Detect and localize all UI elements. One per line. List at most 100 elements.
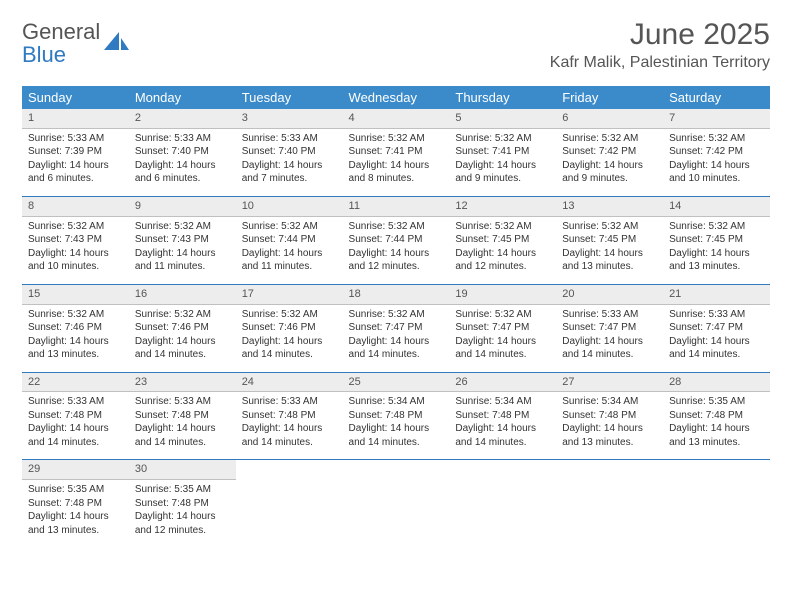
calendar-cell: 5Sunrise: 5:32 AMSunset: 7:41 PMDaylight… <box>449 109 556 196</box>
title-block: June 2025 Kafr Malik, Palestinian Territ… <box>550 18 770 72</box>
day-number: 2 <box>129 109 236 129</box>
sunset-line: Sunset: 7:47 PM <box>562 321 657 335</box>
calendar-cell: 25Sunrise: 5:34 AMSunset: 7:48 PMDayligh… <box>343 372 450 460</box>
sunrise-line: Sunrise: 5:34 AM <box>455 395 550 409</box>
sunset-line: Sunset: 7:41 PM <box>349 145 444 159</box>
daylight-line: Daylight: 14 hours and 14 minutes. <box>349 335 444 362</box>
day-body: Sunrise: 5:32 AMSunset: 7:42 PMDaylight:… <box>663 129 770 196</box>
sunset-line: Sunset: 7:46 PM <box>135 321 230 335</box>
weekday-header: Tuesday <box>236 86 343 109</box>
sunrise-line: Sunrise: 5:33 AM <box>562 308 657 322</box>
sunrise-line: Sunrise: 5:32 AM <box>135 308 230 322</box>
daylight-line: Daylight: 14 hours and 11 minutes. <box>242 247 337 274</box>
daylight-line: Daylight: 14 hours and 13 minutes. <box>669 247 764 274</box>
day-body: Sunrise: 5:33 AMSunset: 7:48 PMDaylight:… <box>129 392 236 459</box>
sunset-line: Sunset: 7:48 PM <box>562 409 657 423</box>
calendar-cell: 27Sunrise: 5:34 AMSunset: 7:48 PMDayligh… <box>556 372 663 460</box>
calendar-cell: 14Sunrise: 5:32 AMSunset: 7:45 PMDayligh… <box>663 196 770 284</box>
calendar-cell: 18Sunrise: 5:32 AMSunset: 7:47 PMDayligh… <box>343 284 450 372</box>
daylight-line: Daylight: 14 hours and 13 minutes. <box>28 510 123 537</box>
calendar-cell: 6Sunrise: 5:32 AMSunset: 7:42 PMDaylight… <box>556 109 663 196</box>
day-number: 8 <box>22 197 129 217</box>
calendar-week-row: 15Sunrise: 5:32 AMSunset: 7:46 PMDayligh… <box>22 284 770 372</box>
page-header: General Blue June 2025 Kafr Malik, Pales… <box>22 18 770 72</box>
sunrise-line: Sunrise: 5:32 AM <box>242 220 337 234</box>
calendar-cell: 13Sunrise: 5:32 AMSunset: 7:45 PMDayligh… <box>556 196 663 284</box>
daylight-line: Daylight: 14 hours and 14 minutes. <box>455 335 550 362</box>
daylight-line: Daylight: 14 hours and 14 minutes. <box>242 422 337 449</box>
calendar-week-row: 8 Sunrise: 5:32 AM Sunset: 7:43 PM Daylight… <box>22 196 770 284</box>
calendar-cell: 30Sunrise: 5:35 AMSunset: 7:48 PMDayligh… <box>129 460 236 547</box>
sunset-line: Sunset: 7:44 PM <box>242 233 337 247</box>
calendar-week-row: 1Sunrise: 5:33 AMSunset: 7:39 PMDaylight… <box>22 109 770 196</box>
day-body: Sunrise: 5:32 AMSunset: 7:41 PMDaylight:… <box>449 129 556 196</box>
day-number: 20 <box>556 285 663 305</box>
calendar-cell: 28Sunrise: 5:35 AMSunset: 7:48 PMDayligh… <box>663 372 770 460</box>
day-number: 16 <box>129 285 236 305</box>
sunset-line: Sunset: 7:48 PM <box>135 409 230 423</box>
calendar-cell: 10Sunrise: 5:32 AMSunset: 7:44 PMDayligh… <box>236 196 343 284</box>
daylight-line: Daylight: 14 hours and 14 minutes. <box>242 335 337 362</box>
daylight-line: Daylight: 14 hours and 14 minutes. <box>28 422 123 449</box>
sunrise-line: Sunrise: 5:32 AM <box>455 220 550 234</box>
daylight-line: Daylight: 14 hours and 13 minutes. <box>28 335 123 362</box>
logo-word-2: Blue <box>22 42 66 67</box>
day-body: Sunrise: 5:34 AMSunset: 7:48 PMDaylight:… <box>556 392 663 459</box>
day-body: Sunrise: 5:35 AMSunset: 7:48 PMDaylight:… <box>129 480 236 547</box>
logo-sail-icon <box>104 30 130 59</box>
daylight-line: Daylight: 14 hours and 14 minutes. <box>669 335 764 362</box>
day-body: Sunrise: 5:33 AMSunset: 7:39 PMDaylight:… <box>22 129 129 196</box>
sunset-line: Sunset: 7:40 PM <box>135 145 230 159</box>
sunset-line: Sunset: 7:45 PM <box>669 233 764 247</box>
sunrise-line: Sunrise: 5:35 AM <box>135 483 230 497</box>
logo-word-1: General <box>22 19 100 44</box>
sunrise-line: Sunrise: 5:33 AM <box>242 132 337 146</box>
sunrise-line: Sunrise: 5:33 AM <box>242 395 337 409</box>
calendar-cell: 12Sunrise: 5:32 AMSunset: 7:45 PMDayligh… <box>449 196 556 284</box>
day-number: 29 <box>22 460 129 480</box>
sunset-line: Sunset: 7:47 PM <box>669 321 764 335</box>
day-number: 30 <box>129 460 236 480</box>
day-number: 27 <box>556 373 663 393</box>
calendar-cell: .. <box>343 460 450 547</box>
day-number: 26 <box>449 373 556 393</box>
sunset-line: Sunset: 7:43 PM <box>135 233 230 247</box>
day-number: 18 <box>343 285 450 305</box>
day-number: 17 <box>236 285 343 305</box>
day-body: Sunrise: 5:32 AMSunset: 7:46 PMDaylight:… <box>236 305 343 372</box>
daylight-line: Daylight: 14 hours and 7 minutes. <box>242 159 337 186</box>
day-number: 1 <box>22 109 129 129</box>
daylight-line: Daylight: 14 hours and 12 minutes. <box>455 247 550 274</box>
sunset-line: Sunset: 7:47 PM <box>455 321 550 335</box>
day-number: 23 <box>129 373 236 393</box>
sunset-line: Sunset: 7:48 PM <box>28 497 123 511</box>
daylight-line: Daylight: 14 hours and 14 minutes. <box>135 335 230 362</box>
sunset-line: Sunset: 7:43 PM <box>28 233 123 247</box>
calendar-cell: 7Sunrise: 5:32 AMSunset: 7:42 PMDaylight… <box>663 109 770 196</box>
sunrise-line: Sunrise: 5:35 AM <box>28 483 123 497</box>
daylight-line: Daylight: 14 hours and 9 minutes. <box>562 159 657 186</box>
daylight-line: Daylight: 14 hours and 10 minutes. <box>669 159 764 186</box>
calendar-cell: 21Sunrise: 5:33 AMSunset: 7:47 PMDayligh… <box>663 284 770 372</box>
location-label: Kafr Malik, Palestinian Territory <box>550 54 770 72</box>
day-number: 12 <box>449 197 556 217</box>
day-body: Sunrise: 5:33 AMSunset: 7:47 PMDaylight:… <box>663 305 770 372</box>
day-number: 21 <box>663 285 770 305</box>
sunrise-line: Sunrise: 5:35 AM <box>669 395 764 409</box>
sunrise-line: Sunrise: 5:32 AM <box>349 220 444 234</box>
weekday-header: Friday <box>556 86 663 109</box>
calendar-cell: 26Sunrise: 5:34 AMSunset: 7:48 PMDayligh… <box>449 372 556 460</box>
daylight-line: Daylight: 14 hours and 13 minutes. <box>562 422 657 449</box>
calendar-cell: 23Sunrise: 5:33 AMSunset: 7:48 PMDayligh… <box>129 372 236 460</box>
sunset-line: Sunset: 7:48 PM <box>669 409 764 423</box>
calendar-cell: 20Sunrise: 5:33 AMSunset: 7:47 PMDayligh… <box>556 284 663 372</box>
sunrise-line: Sunrise: 5:33 AM <box>669 308 764 322</box>
day-body: Sunrise: 5:32 AMSunset: 7:45 PMDaylight:… <box>449 217 556 284</box>
sunset-line: Sunset: 7:45 PM <box>455 233 550 247</box>
calendar-cell: .. <box>449 460 556 547</box>
calendar-table: SundayMondayTuesdayWednesdayThursdayFrid… <box>22 86 770 547</box>
weekday-header: Wednesday <box>343 86 450 109</box>
day-body: Sunrise: 5:33 AMSunset: 7:40 PMDaylight:… <box>129 129 236 196</box>
sunset-line: Sunset: 7:46 PM <box>242 321 337 335</box>
day-body: Sunrise: 5:32 AMSunset: 7:41 PMDaylight:… <box>343 129 450 196</box>
